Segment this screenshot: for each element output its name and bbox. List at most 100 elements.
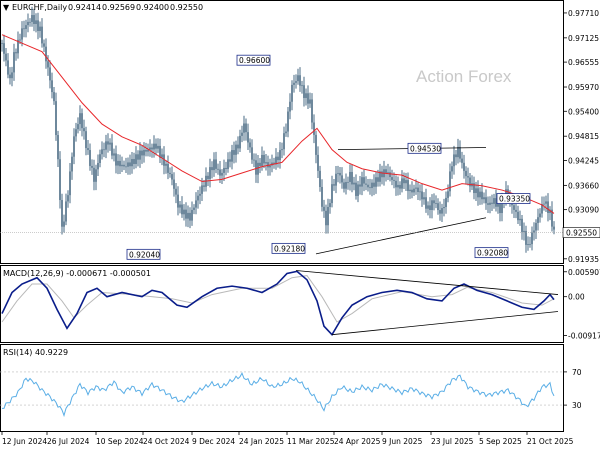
rsi-line bbox=[1, 372, 555, 418]
candle-body bbox=[489, 202, 491, 205]
candle-body bbox=[303, 85, 305, 98]
candle-body bbox=[543, 203, 545, 205]
candle-body bbox=[333, 184, 335, 186]
candle-body bbox=[31, 15, 33, 22]
candle-body bbox=[203, 185, 205, 187]
candle-body bbox=[207, 175, 209, 179]
candle-body bbox=[127, 162, 129, 167]
candle-body bbox=[297, 75, 299, 82]
candle-body bbox=[277, 156, 279, 161]
candle-body bbox=[423, 197, 425, 200]
candle-body bbox=[21, 28, 23, 40]
candle-body bbox=[539, 213, 541, 218]
x-tick-label: 21 Oct 2025 bbox=[527, 437, 574, 446]
rsi-tick-label: 70 bbox=[572, 368, 582, 377]
candle-body bbox=[493, 198, 495, 204]
candle-body bbox=[481, 191, 483, 200]
candle-body bbox=[307, 93, 309, 104]
candle-body bbox=[155, 143, 157, 149]
candle-body bbox=[243, 123, 245, 133]
candle-body bbox=[313, 122, 315, 135]
candle-body bbox=[461, 158, 463, 163]
candle-body bbox=[369, 187, 371, 189]
candle-body bbox=[275, 156, 277, 165]
candle-body bbox=[353, 182, 355, 185]
candle-body bbox=[391, 177, 393, 180]
candle-body bbox=[433, 200, 435, 204]
candle-body bbox=[117, 160, 119, 166]
candle-body bbox=[159, 145, 161, 158]
candle-body bbox=[13, 52, 15, 73]
price-tick-label: 0.95400 bbox=[568, 107, 599, 116]
candle-body bbox=[357, 184, 359, 196]
candle-body bbox=[379, 171, 381, 182]
candle-body bbox=[373, 182, 375, 187]
candle-body bbox=[331, 184, 333, 204]
candle-body bbox=[515, 209, 517, 212]
candle-body bbox=[441, 208, 443, 214]
candle-body bbox=[37, 20, 39, 32]
candle-body bbox=[187, 212, 189, 219]
candle-body bbox=[35, 20, 37, 25]
candle-body bbox=[547, 201, 549, 214]
candle-body bbox=[387, 172, 389, 174]
candle-body bbox=[225, 167, 227, 170]
price-tick-label: 0.95970 bbox=[568, 83, 599, 92]
macd-tick-label: 0.00 bbox=[568, 293, 585, 302]
candle-body bbox=[317, 154, 319, 171]
candle-body bbox=[311, 99, 313, 123]
candle-body bbox=[177, 194, 179, 208]
candle-body bbox=[329, 203, 331, 207]
candle-body bbox=[237, 144, 239, 149]
candle-body bbox=[425, 197, 427, 209]
rsi-label: RSI(14) 40.9229 bbox=[3, 348, 68, 357]
candle-body bbox=[161, 154, 163, 158]
candle-body bbox=[115, 153, 117, 166]
price-label-text: 0.92040 bbox=[129, 250, 160, 259]
price-label-box bbox=[407, 142, 442, 154]
candle-body bbox=[495, 198, 497, 207]
x-tick-label: 5 Sep 2025 bbox=[479, 437, 522, 446]
candle-body bbox=[65, 201, 67, 222]
candle-body bbox=[11, 72, 13, 79]
rsi-tick-label: 30 bbox=[572, 401, 582, 410]
candle-body bbox=[39, 26, 41, 32]
candle-body bbox=[283, 133, 285, 150]
candle-body bbox=[445, 197, 447, 207]
candle-body bbox=[475, 188, 477, 194]
candle-body bbox=[151, 147, 153, 150]
candle-body bbox=[3, 43, 5, 54]
x-tick-label: 24 Jan 2025 bbox=[239, 437, 284, 446]
candle-body bbox=[49, 67, 51, 81]
candle-body bbox=[491, 202, 493, 204]
candle-body bbox=[485, 197, 487, 204]
candle-body bbox=[95, 169, 97, 182]
candle-body bbox=[279, 150, 281, 161]
candle-body bbox=[221, 172, 223, 176]
ohlc-high: 0.92569 bbox=[102, 3, 135, 12]
candle-body bbox=[211, 167, 213, 171]
candle-body bbox=[197, 195, 199, 201]
x-tick-label: 12 Jun 2024 bbox=[2, 437, 47, 446]
candle-body bbox=[301, 85, 303, 87]
candle-body bbox=[119, 160, 121, 167]
candle-body bbox=[105, 141, 107, 150]
candle-body bbox=[299, 75, 301, 86]
price-tick-label: 0.96555 bbox=[568, 58, 599, 67]
candle-body bbox=[527, 244, 529, 245]
price-panel-frame bbox=[0, 0, 564, 264]
candle-body bbox=[83, 128, 85, 132]
candle-body bbox=[469, 177, 471, 187]
candle-body bbox=[339, 172, 341, 176]
macd-trendline-lower bbox=[331, 311, 559, 336]
candle-body bbox=[537, 217, 539, 223]
candle-body bbox=[345, 181, 347, 189]
candle-body bbox=[517, 211, 519, 221]
candle-body bbox=[59, 159, 61, 201]
price-label-box bbox=[496, 193, 531, 204]
candle-body bbox=[171, 174, 173, 180]
price-tick-label: 0.93090 bbox=[568, 206, 599, 215]
candle-body bbox=[273, 162, 275, 165]
candle-body bbox=[363, 177, 365, 184]
candle-body bbox=[403, 178, 405, 184]
